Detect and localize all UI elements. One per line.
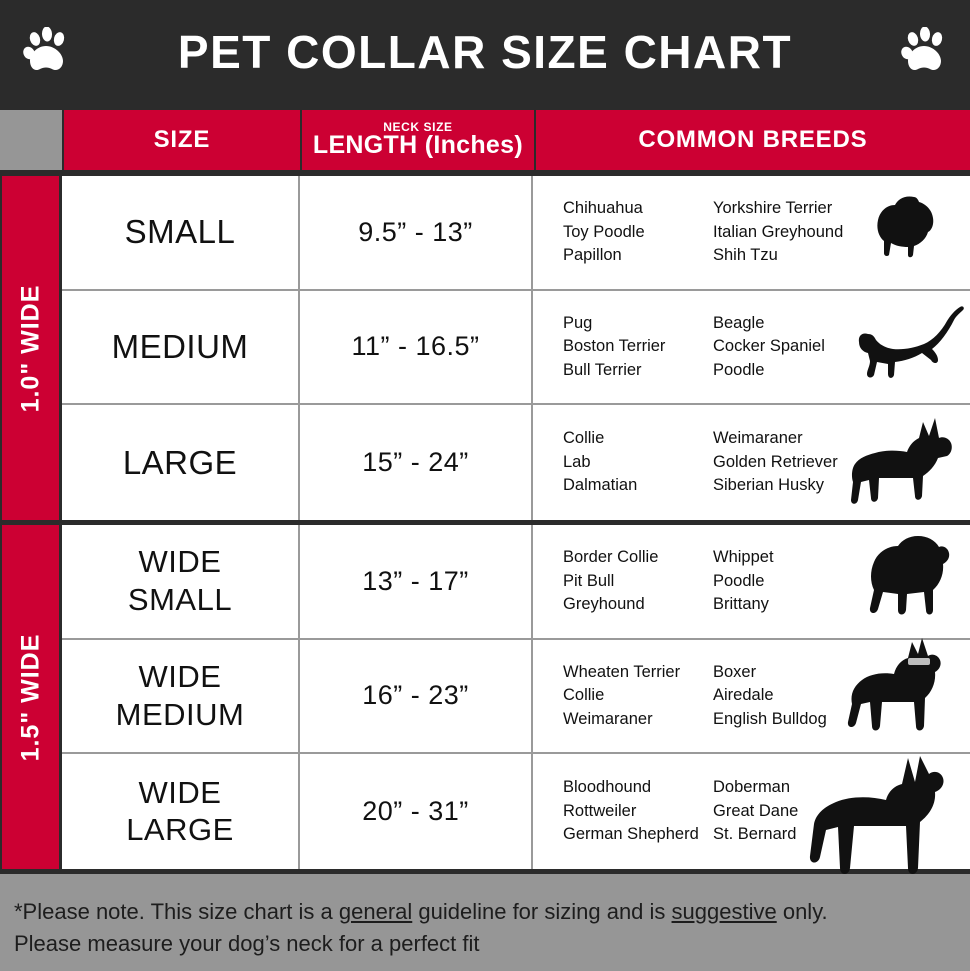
table-row: LARGE 15” - 24” Collie Lab Dalmatian Weima… (62, 405, 970, 520)
header-cell-length: NECK SIZE LENGTH (Inches) (302, 110, 534, 170)
header-cell-size: SIZE (63, 110, 301, 170)
group-rail-label: 1.5" WIDE (16, 633, 45, 761)
size-label: WIDE MEDIUM (115, 659, 245, 732)
breed-list-left: Wheaten Terrier Collie Weimaraner (563, 662, 681, 728)
cell-size: SMALL (62, 176, 300, 289)
cell-breeds: Chihuahua Toy Poodle Papillon Yorkshire Te… (533, 176, 970, 289)
footer-line-1: *Please note. This size chart is a gener… (14, 896, 954, 928)
footer-note: *Please note. This size chart is a gener… (0, 874, 970, 971)
header-label-breeds: COMMON BREEDS (638, 126, 868, 153)
paw-print-icon (23, 27, 65, 71)
size-chart-table: SIZE NECK SIZE LENGTH (Inches) COMMON BR… (0, 104, 970, 874)
breed-list-left: Border Collie Pit Bull Greyhound (563, 548, 659, 613)
breed-list-left: Bloodhound Rottweiler German Shepherd (563, 778, 699, 844)
cell-breeds: Wheaten Terrier Collie Weimaraner Boxer Air… (533, 638, 970, 753)
cell-size: WIDE SMALL (62, 525, 300, 638)
table-row: WIDE SMALL 13” - 17” Border Collie Pit Bul… (62, 525, 970, 640)
cell-breeds: Pug Boston Terrier Bull Terrier Beagle Cock… (533, 291, 970, 404)
length-value: 9.5” - 13” (358, 216, 473, 247)
breed-list-left: Chihuahua Toy Poodle Papillon (563, 199, 645, 264)
length-value: 16” - 23” (362, 680, 469, 711)
size-label: LARGE (122, 443, 238, 481)
footer-text-c: guideline for sizing and is (412, 899, 672, 924)
group-rail-1-0-wide: 1.0" WIDE (2, 176, 59, 520)
group-block-1-5-wide: WIDE SMALL 13” - 17” Border Collie Pit Bul… (62, 525, 970, 869)
table-row: WIDE LARGE 20” - 31” Bloodhound Rottweiler… (62, 754, 970, 869)
cell-length: 11” - 16.5” (300, 290, 533, 404)
breed-list-left: Pug Boston Terrier Bull Terrier (563, 313, 666, 379)
size-label: MEDIUM (111, 328, 249, 366)
cell-length: 16” - 23” (300, 639, 533, 753)
header-sublabel-neck-size: NECK SIZE (383, 120, 453, 134)
footer-text-a: *Please note. This size chart is a (14, 899, 339, 924)
paw-print-icon (901, 27, 943, 71)
breed-list-right: Yorkshire Terrier Italian Greyhound Shih T… (713, 199, 844, 264)
footer-text-e: only. (776, 899, 828, 924)
header-banner: PET COLLAR SIZE CHART (0, 0, 970, 104)
cell-size: WIDE LARGE (62, 754, 300, 869)
table-row: SMALL 9.5” - 13” Chihuahua Toy Poodle Papi… (62, 176, 970, 291)
breed-list-left: Collie Lab Dalmatian (563, 429, 638, 495)
breed-list-right: Beagle Cocker Spaniel Poodle (713, 313, 825, 379)
length-value: 15” - 24” (362, 446, 469, 477)
breed-list-right: Doberman Great Dane St. Bernard (713, 778, 799, 844)
footer-line-2: Please measure your dog’s neck for a per… (14, 930, 480, 956)
length-value: 13” - 17” (362, 565, 469, 596)
cell-breeds: Collie Lab Dalmatian Weimaraner Golden Retr… (533, 405, 970, 520)
header-cell-common-breeds: COMMON BREEDS (535, 110, 970, 170)
cell-size: LARGE (62, 405, 300, 520)
cell-breeds: Bloodhound Rottweiler German Shepherd Dobe… (533, 754, 970, 869)
header-corner-cell (0, 110, 62, 170)
cell-length: 20” - 31” (300, 754, 533, 869)
size-label: SMALL (124, 213, 236, 251)
length-value: 11” - 16.5” (351, 331, 480, 362)
header-label-size: SIZE (153, 126, 211, 153)
group-rail-label: 1.0" WIDE (16, 284, 45, 412)
size-label: WIDE LARGE (126, 774, 234, 848)
footer-emphasis-general: general (338, 899, 413, 924)
cell-length: 9.5” - 13” (300, 176, 533, 289)
table-row: MEDIUM 11” - 16.5” Pug Boston Terrier Bull… (62, 290, 970, 406)
group-rail-1-5-wide: 1.5" WIDE (2, 525, 59, 869)
cell-length: 13” - 17” (300, 525, 533, 638)
cell-breeds: Border Collie Pit Bull Greyhound Whippet Po… (533, 525, 970, 638)
table-row: WIDE MEDIUM 16” - 23” Wheaten Terrier Coll… (62, 638, 970, 755)
cell-size: WIDE MEDIUM (62, 639, 300, 753)
footer-emphasis-suggestive: suggestive (671, 899, 777, 924)
header-label-length: LENGTH (Inches) (312, 131, 523, 159)
breed-list-right: Whippet Poodle Brittany (713, 548, 774, 613)
size-label: WIDE SMALL (127, 544, 233, 618)
cell-size: MEDIUM (62, 290, 300, 404)
length-value: 20” - 31” (362, 795, 469, 826)
table-header-row: SIZE NECK SIZE LENGTH (Inches) COMMON BR… (0, 110, 970, 170)
cell-length: 15” - 24” (300, 405, 533, 520)
group-block-1-0-wide: SMALL 9.5” - 13” Chihuahua Toy Poodle Papi… (62, 176, 970, 520)
page-title: PET COLLAR SIZE CHART (177, 26, 793, 78)
breed-list-right: Boxer Airedale English Bulldog (713, 662, 827, 728)
breed-list-right: Weimaraner Golden Retriever Siberian Husky (713, 429, 838, 495)
